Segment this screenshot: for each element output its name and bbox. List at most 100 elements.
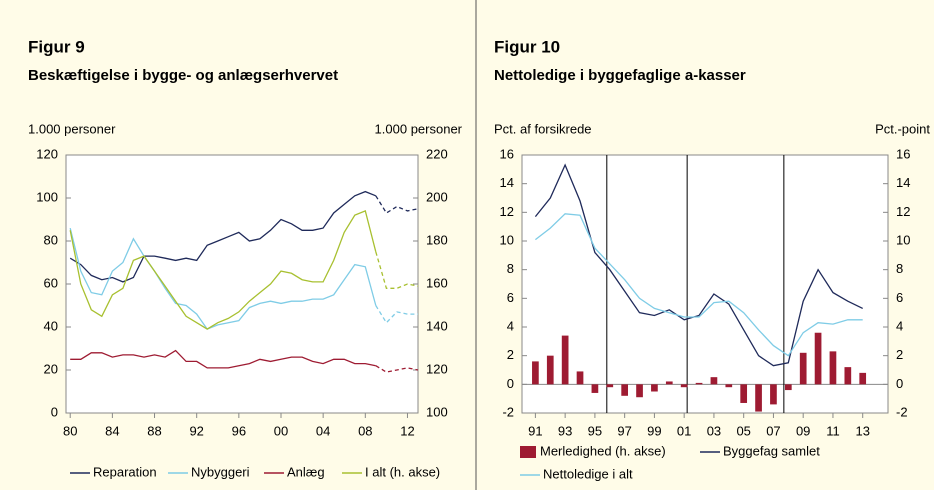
x-tick-label: 88 (147, 423, 161, 438)
bar (695, 382, 703, 385)
legend-label: Nettoledige i alt (543, 466, 633, 481)
bar (532, 361, 539, 385)
x-tick-label: 93 (558, 423, 572, 438)
y2-tick-label: 180 (426, 232, 448, 247)
bar (844, 367, 852, 385)
x-tick-label: 84 (105, 423, 119, 438)
figure-label: Figur 9 (28, 37, 85, 56)
y-tick-label: 4 (507, 318, 514, 333)
y2-tick-label: 0 (896, 376, 903, 391)
y-tick-label: 0 (51, 404, 58, 419)
x-tick-label: 01 (677, 423, 691, 438)
x-tick-label: 07 (766, 423, 780, 438)
legend-label: Merledighed (h. akse) (540, 443, 666, 458)
x-tick-label: 96 (232, 423, 246, 438)
series-line (535, 213, 863, 357)
y2-tick-label: 8 (896, 261, 903, 276)
bar (859, 372, 867, 385)
y2-tick-label: -2 (896, 404, 908, 419)
bar (665, 381, 673, 385)
x-tick-label: 80 (63, 423, 77, 438)
bar (621, 384, 629, 396)
legend-label: Anlæg (287, 464, 325, 479)
chart-title: Nettoledige i byggefaglige a-kasser (494, 67, 746, 84)
y2-tick-label: 14 (896, 175, 910, 190)
y-tick-label: 14 (500, 175, 514, 190)
figure-label: Figur 10 (494, 37, 560, 56)
y2-tick-label: 2 (896, 347, 903, 362)
bar (636, 384, 643, 398)
bar (606, 384, 614, 388)
y-tick-label: 40 (44, 318, 58, 333)
y2-tick-label: 4 (896, 318, 903, 333)
y2-tick-label: 160 (426, 275, 448, 290)
y-axis-label: Pct. af forsikrede (494, 121, 592, 136)
y-tick-label: 80 (44, 232, 58, 247)
x-tick-label: 04 (316, 423, 330, 438)
bar (770, 384, 777, 405)
x-tick-label: 97 (617, 423, 631, 438)
y-tick-label: 0 (507, 376, 514, 391)
bar (561, 335, 569, 385)
bar (784, 384, 792, 391)
x-tick-label: 11 (826, 423, 840, 438)
x-tick-label: 08 (358, 423, 372, 438)
legend-label: Byggefag samlet (723, 443, 820, 458)
y2-tick-label: 12 (896, 204, 910, 219)
y-tick-label: 8 (507, 261, 514, 276)
x-tick-label: 91 (528, 423, 542, 438)
legend-label: Reparation (93, 464, 157, 479)
bar (740, 384, 748, 403)
bar (651, 384, 658, 392)
bar (814, 332, 822, 385)
y2-tick-label: 10 (896, 232, 910, 247)
series-line (70, 349, 376, 369)
bar (755, 384, 762, 412)
bar (725, 384, 733, 388)
y2-tick-label: 120 (426, 361, 448, 376)
legend-label: Nybyggeri (191, 464, 250, 479)
series-line-dashed (375, 305, 418, 324)
y-tick-label: 12 (500, 204, 514, 219)
x-tick-label: 05 (736, 423, 750, 438)
y-tick-label: -2 (502, 404, 514, 419)
y2-tick-label: 16 (896, 146, 910, 161)
series-line (69, 190, 377, 283)
plot-area (65, 154, 419, 414)
x-tick-label: 99 (647, 423, 661, 438)
y2-axis-label: Pct.-point (875, 121, 930, 136)
bar (680, 384, 688, 388)
bar (591, 384, 599, 393)
series-line (534, 163, 863, 367)
x-tick-label: 12 (400, 423, 414, 438)
series-line-dashed (375, 365, 419, 373)
x-tick-label: 13 (855, 423, 869, 438)
y-tick-label: 120 (36, 146, 58, 161)
y-tick-label: 2 (507, 347, 514, 362)
y2-tick-label: 200 (426, 189, 448, 204)
x-tick-label: 03 (707, 423, 721, 438)
bar (576, 371, 584, 385)
y-tick-label: 20 (44, 361, 58, 376)
legend-label: I alt (h. akse) (365, 464, 440, 479)
y-axis-label: 1.000 personer (28, 121, 116, 136)
x-tick-label: 00 (274, 423, 288, 438)
x-tick-label: 09 (796, 423, 810, 438)
y-tick-label: 16 (500, 146, 514, 161)
series-line (69, 227, 377, 330)
series-line (69, 210, 377, 330)
bar (546, 355, 554, 385)
y2-tick-label: 220 (426, 146, 448, 161)
y-tick-label: 10 (500, 232, 514, 247)
y-tick-label: 60 (44, 275, 58, 290)
x-tick-label: 95 (588, 423, 602, 438)
y-tick-label: 100 (36, 189, 58, 204)
y2-tick-label: 100 (426, 404, 448, 419)
bar (799, 352, 807, 385)
bar (710, 377, 718, 385)
bar (829, 351, 837, 385)
x-tick-label: 92 (189, 423, 203, 438)
y2-tick-label: 6 (896, 290, 903, 305)
y2-tick-label: 140 (426, 318, 448, 333)
